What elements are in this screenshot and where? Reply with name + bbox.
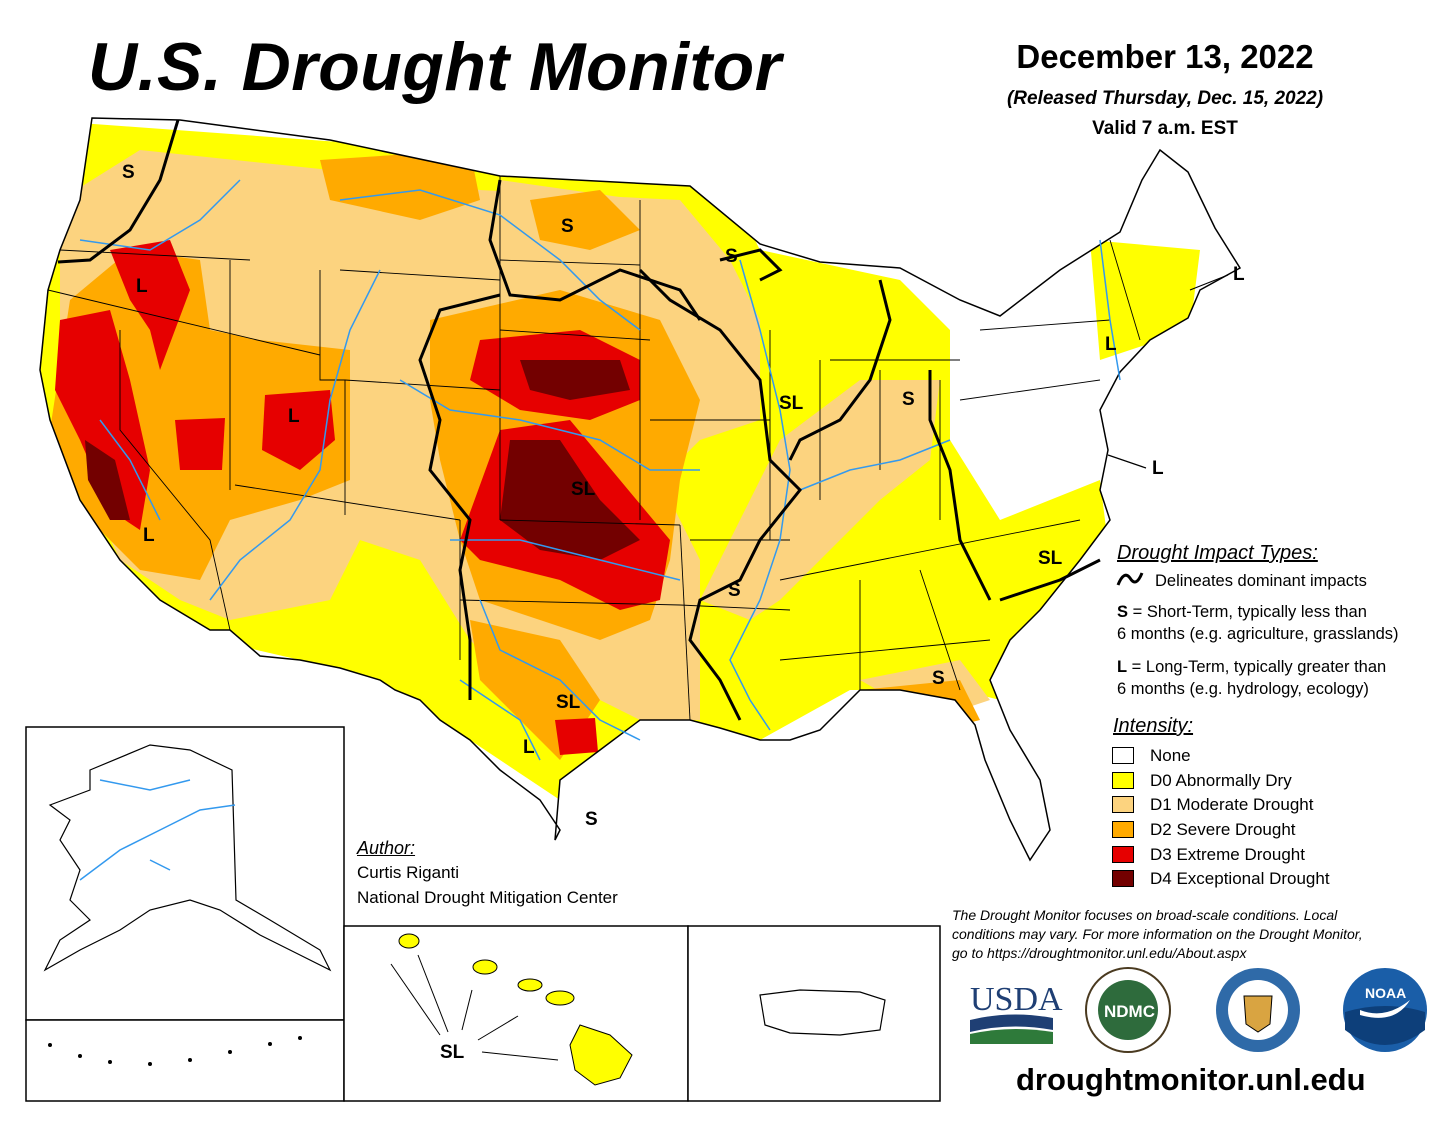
svg-text:USDA: USDA (970, 981, 1063, 1018)
impact-label: S (728, 580, 741, 601)
impact-label: S (122, 162, 135, 183)
intensity-swatch (1112, 796, 1134, 813)
svg-text:NDMC: NDMC (1104, 1002, 1155, 1021)
author-heading: Author: (357, 838, 416, 858)
impact-label: S (932, 668, 945, 689)
commerce-logo (1216, 968, 1300, 1052)
intensity-label: D4 Exceptional Drought (1150, 869, 1330, 888)
disclaimer-text: The Drought Monitor focuses on broad-sca… (952, 907, 1363, 961)
hawaii-islands (398, 933, 633, 1086)
rivers (79, 179, 1121, 761)
author-name: Curtis Riganti (357, 863, 460, 882)
impact-label: SL (779, 393, 804, 414)
impact-label: S (561, 216, 574, 237)
impact-label: L (136, 276, 148, 297)
impact-label: SL (556, 692, 581, 713)
impact-label: L (288, 406, 300, 427)
noaa-logo: NOAA (1343, 968, 1427, 1052)
short-term-code: S (1117, 603, 1129, 621)
impact-label: SL (440, 1042, 465, 1063)
impact-leader-lines (1107, 274, 1229, 469)
impact-delineation-lines (57, 119, 1101, 721)
conus-outline (39, 117, 1242, 862)
intensity-label: None (1150, 746, 1191, 765)
impact-label: S (725, 246, 738, 267)
intensity-label: D0 Abnormally Dry (1150, 771, 1292, 790)
intensity-label: D1 Moderate Drought (1150, 795, 1314, 814)
aleutians-inset-frame (25, 1019, 345, 1102)
intensity-swatch (1112, 846, 1134, 863)
impact-label: SL (1038, 548, 1063, 569)
long-term-line2: 6 months (e.g. hydrology, ecology) (1117, 680, 1369, 698)
long-term-desc: = Long-Term, typically greater than (1127, 658, 1387, 676)
intensity-label: D2 Severe Drought (1150, 820, 1296, 839)
website-link[interactable]: droughtmonitor.unl.edu (1016, 1062, 1366, 1097)
impact-label: S (902, 389, 915, 410)
svg-text:NOAA: NOAA (1365, 985, 1406, 1001)
intensity-swatch (1112, 870, 1134, 887)
intensity-heading: Intensity: (1113, 715, 1194, 737)
state-borders (47, 176, 1141, 721)
impact-label: L (1152, 458, 1164, 479)
intensity-swatch (1112, 772, 1134, 789)
map-date: December 13, 2022 (1016, 38, 1314, 75)
valid-time: Valid 7 a.m. EST (1092, 118, 1238, 139)
hawaii-inset-frame (343, 925, 689, 1102)
release-date: (Released Thursday, Dec. 15, 2022) (1006, 88, 1324, 109)
aleutian-islands (48, 1036, 302, 1066)
short-term-line2: 6 months (e.g. agriculture, grasslands) (1117, 625, 1399, 643)
ndmc-logo: NDMC (1085, 967, 1171, 1053)
impact-label: L (143, 525, 155, 546)
long-term-line1: L = Long-Term, typically greater than (1117, 658, 1386, 677)
hawaii-leader-lines (390, 954, 559, 1061)
short-term-line1: S = Short-Term, typically less than (1117, 603, 1367, 622)
short-term-desc: = Short-Term, typically less than (1128, 603, 1367, 621)
delineates-label: Delineates dominant impacts (1155, 572, 1367, 590)
impact-label: L (1105, 334, 1117, 355)
map-title: U.S. Drought Monitor (88, 29, 782, 105)
alaska-shape (43, 744, 332, 972)
puerto-rico-shape (759, 989, 886, 1036)
delineation-line-icon (1116, 572, 1144, 586)
impact-label: S (585, 809, 598, 830)
long-term-code: L (1117, 658, 1128, 676)
author-organization: National Drought Mitigation Center (357, 888, 618, 907)
intensity-swatch (1112, 747, 1134, 764)
usda-logo: USDA (970, 981, 1063, 1044)
intensity-label: D3 Extreme Drought (1150, 845, 1305, 864)
alaska-rivers (79, 779, 236, 881)
impact-types-heading: Drought Impact Types: (1117, 542, 1318, 564)
impact-label: L (1233, 264, 1245, 285)
intensity-swatch (1112, 821, 1134, 838)
impact-label: L (523, 737, 535, 758)
impact-label: SL (571, 479, 596, 500)
